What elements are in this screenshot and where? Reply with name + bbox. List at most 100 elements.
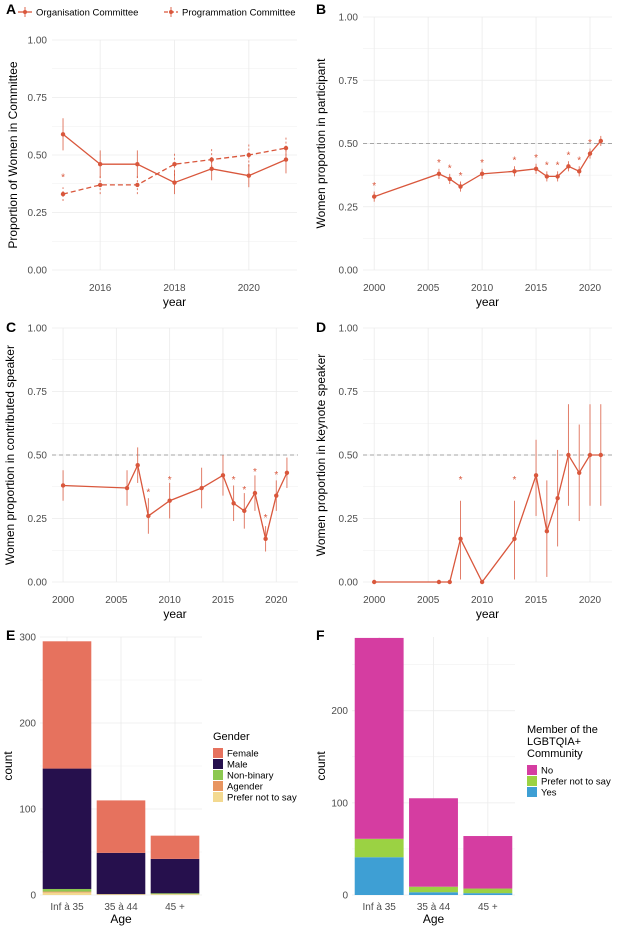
legend-swatch (213, 792, 223, 802)
y-tick-label: 0.25 (28, 514, 48, 525)
y-tick-label: 1.00 (28, 324, 48, 335)
data-point (598, 452, 603, 458)
bar-segment (96, 852, 146, 895)
significance-star: * (545, 161, 549, 172)
data-point (246, 173, 252, 178)
legend-swatch (213, 781, 223, 791)
significance-star: * (534, 153, 538, 164)
data-point (512, 536, 517, 542)
data-point (220, 473, 226, 478)
data-point (555, 174, 560, 179)
x-tick-label: 2005 (417, 283, 440, 294)
significance-star: * (242, 485, 246, 496)
y-tick-label: 0.50 (339, 139, 359, 150)
bar-segment (463, 888, 513, 894)
data-point (135, 162, 140, 167)
x-tick-label: 45 + (478, 902, 498, 913)
bar-segment (354, 637, 404, 839)
legend-swatch (527, 787, 537, 797)
significance-star: * (566, 151, 570, 162)
legend-label: Organisation Committee (36, 8, 138, 19)
legend-label: Male (227, 760, 248, 771)
y-tick-label: 1.00 (339, 13, 359, 24)
panel-letter: C (6, 319, 16, 335)
data-point (135, 462, 140, 468)
y-tick-label: 1.00 (28, 36, 48, 47)
data-point (458, 536, 463, 542)
y-axis-label: Proportion of Women in Committee (6, 61, 20, 249)
y-axis-label: count (314, 751, 328, 781)
bar-segment (409, 798, 458, 887)
y-tick-label: 0.00 (339, 266, 359, 277)
data-point (479, 579, 485, 585)
legend-label: No (541, 766, 553, 777)
data-point (263, 536, 268, 542)
y-tick-label: 0.75 (28, 93, 48, 104)
data-point (284, 470, 290, 475)
legend-title: Gender (213, 731, 250, 743)
significance-star: * (274, 470, 278, 481)
x-tick-label: 2015 (525, 283, 548, 294)
y-tick-label: 0.00 (339, 578, 359, 589)
panel-letter: F (316, 627, 325, 643)
significance-star: * (61, 173, 65, 184)
x-tick-label: 2005 (417, 595, 440, 606)
legend-swatch (213, 748, 223, 758)
data-point (167, 498, 172, 503)
y-axis-label: Women proportion in participant (314, 58, 328, 229)
data-point (172, 162, 177, 167)
x-axis-label: year (163, 607, 186, 621)
panel-e: 0 100 200 300 Inf à 35 35 à 44 45 + Age count E Ge… (1, 627, 297, 926)
x-tick-label: 35 à 44 (104, 902, 138, 913)
y-tick-label: 0.25 (339, 202, 359, 213)
data-point (555, 495, 560, 501)
y-tick-label: 0.00 (28, 578, 48, 589)
y-tick-label: 0.75 (339, 387, 359, 398)
x-axis-label: year (163, 295, 186, 309)
y-tick-label: 0 (342, 891, 348, 902)
bar-segment (354, 838, 404, 858)
data-point (60, 191, 66, 197)
legend-title: Member of the (527, 724, 598, 736)
data-point (60, 483, 66, 488)
data-point (587, 151, 593, 156)
data-point (283, 145, 289, 151)
data-point (533, 473, 539, 478)
legend-swatch (527, 765, 537, 775)
data-point (209, 166, 214, 171)
significance-star: * (459, 475, 463, 486)
data-point (252, 490, 258, 496)
y-tick-label: 0 (30, 891, 36, 902)
significance-star: * (577, 156, 581, 167)
data-point (97, 162, 103, 167)
x-tick-label: Inf à 35 (50, 902, 84, 913)
significance-star: * (459, 171, 463, 182)
data-point (544, 529, 550, 534)
legend-label: Prefer not to say (227, 793, 297, 804)
data-point (135, 182, 140, 188)
legend-label: Female (227, 749, 259, 760)
panel-b: 0.00 0.25 0.50 0.75 1.00 2000 2005 2010 2015 2020… (314, 1, 612, 309)
y-tick-label: 1.00 (339, 324, 359, 335)
significance-star: * (480, 158, 484, 169)
data-point (533, 166, 539, 171)
x-tick-label: 45 + (165, 902, 185, 913)
y-tick-label: 200 (331, 706, 348, 717)
bar-segment (409, 892, 458, 895)
significance-star: * (588, 138, 592, 149)
y-tick-label: 0.50 (28, 151, 48, 162)
panel-a: 0.00 0.25 0.50 0.75 1.00 2016 2018 2020 year Prop… (6, 1, 297, 309)
data-point (372, 579, 377, 585)
data-point (274, 493, 279, 498)
data-point (372, 194, 377, 199)
data-point (97, 182, 103, 188)
data-point (172, 180, 177, 185)
significance-star: * (448, 163, 452, 174)
x-tick-label: 2005 (105, 595, 128, 606)
x-tick-label: 2000 (363, 283, 386, 294)
data-point (479, 171, 485, 177)
y-axis-label: count (1, 751, 15, 781)
bar-segment (354, 857, 404, 895)
bar-segment (463, 836, 513, 889)
panel-letter: B (316, 1, 326, 17)
